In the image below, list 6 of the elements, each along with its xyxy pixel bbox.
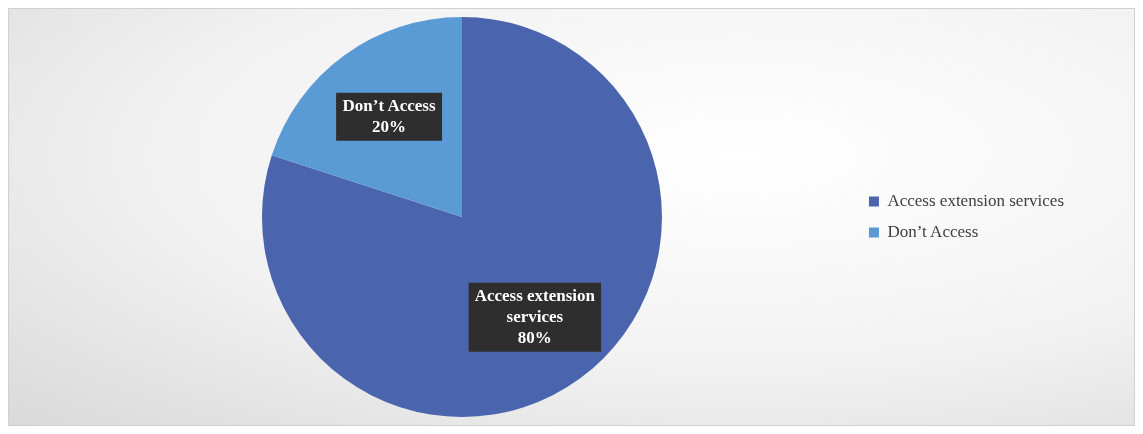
slice-label: Don’t Access [342, 95, 436, 115]
data-label: 20% [372, 116, 407, 136]
data-label: 80% [517, 327, 552, 347]
legend-label: Don’t Access [887, 221, 979, 241]
slice-label: Access extension services [474, 285, 596, 326]
legend-label: Access extension services [887, 190, 1065, 210]
